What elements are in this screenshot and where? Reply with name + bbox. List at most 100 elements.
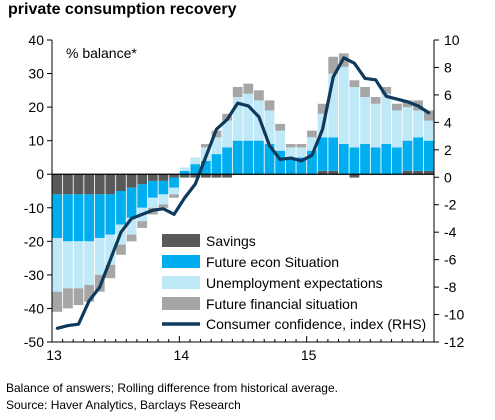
- bar-unemployment-expectations-26: [328, 73, 339, 138]
- bar-unemployment-expectations-28: [349, 86, 360, 148]
- bar-unemployment-expectations-3: [84, 241, 95, 285]
- bar-unemployment-expectations-34: [413, 110, 423, 138]
- bar-future-econ-situation-4: [94, 194, 105, 238]
- right-tick-label: -6: [444, 252, 457, 268]
- bar-future-financial-situation-1: [63, 288, 73, 309]
- bar-future-financial-situation-8: [137, 221, 148, 228]
- bar-future-econ-situation-29: [360, 144, 370, 175]
- bar-savings-28: [349, 174, 360, 178]
- bar-savings-16: [222, 174, 232, 178]
- bar-future-econ-situation-32: [391, 147, 402, 175]
- bar-savings-14: [200, 174, 211, 178]
- right-tick-label: -4: [444, 224, 457, 240]
- right-tick-label: 4: [444, 114, 452, 130]
- bar-savings-26: [328, 170, 339, 175]
- bar-unemployment-expectations-15: [211, 137, 222, 155]
- bar-unemployment-expectations-32: [391, 110, 402, 148]
- bar-future-econ-situation-31: [381, 144, 392, 175]
- bar-savings-34: [413, 170, 423, 175]
- x-tick-label: 15: [301, 347, 317, 363]
- bar-unemployment-expectations-23: [296, 147, 307, 158]
- bar-future-econ-situation-6: [116, 191, 126, 225]
- right-tick-label: -10: [444, 307, 464, 323]
- source-note: Source: Haver Analytics, Barclays Resear…: [6, 398, 241, 412]
- legend-swatch-future-financial-situation: [162, 297, 200, 310]
- bar-future-econ-situation-13: [190, 164, 201, 175]
- legend-label-consumer-confidence: Consumer confidence, index (RHS): [206, 316, 426, 332]
- left-tick-label: 0: [36, 166, 44, 182]
- bar-future-econ-situation-28: [349, 147, 360, 175]
- bar-future-econ-situation-16: [222, 147, 232, 175]
- right-tick-label: -8: [444, 279, 457, 295]
- bar-future-econ-situation-14: [200, 160, 211, 175]
- bar-future-econ-situation-10: [158, 180, 169, 195]
- bar-unemployment-expectations-2: [73, 241, 84, 289]
- legend: Savings Future econ Situation Unemployment…: [162, 233, 426, 332]
- left-tick-label: -10: [24, 200, 44, 216]
- legend-label-future-econ-situation: Future econ Situation: [206, 254, 339, 270]
- bar-savings-33: [402, 170, 413, 175]
- bar-future-econ-situation-22: [285, 157, 296, 175]
- bar-unemployment-expectations-17: [232, 97, 243, 141]
- bar-future-financial-situation-7: [126, 234, 137, 242]
- legend-swatch-savings: [162, 234, 200, 247]
- bar-future-financial-situation-14: [200, 144, 211, 148]
- left-tick-label: 20: [28, 99, 44, 115]
- bar-unemployment-expectations-5: [105, 234, 116, 265]
- bar-savings-12: [179, 174, 190, 178]
- bar-unemployment-expectations-13: [190, 157, 201, 165]
- bar-unemployment-expectations-10: [158, 194, 169, 205]
- legend-swatch-unemployment-expectations: [162, 276, 200, 289]
- bar-future-financial-situation-11: [169, 194, 179, 198]
- bar-future-econ-situation-7: [126, 187, 137, 218]
- bar-savings-15: [211, 174, 222, 178]
- legend-label-unemployment-expectations: Unemployment expectations: [206, 275, 383, 291]
- bar-savings-6: [116, 174, 126, 191]
- bar-future-financial-situation-32: [391, 103, 402, 111]
- bar-unemployment-expectations-4: [94, 237, 105, 275]
- bar-future-econ-situation-19: [254, 140, 264, 175]
- bar-future-econ-situation-27: [338, 144, 349, 175]
- bar-savings-35: [423, 170, 434, 175]
- bar-future-econ-situation-18: [243, 140, 254, 175]
- bar-unemployment-expectations-1: [63, 241, 73, 289]
- bar-future-econ-situation-35: [423, 140, 434, 171]
- bar-future-econ-situation-21: [275, 150, 286, 175]
- bar-future-financial-situation-3: [84, 284, 95, 302]
- bar-future-econ-situation-15: [211, 154, 222, 175]
- bar-unemployment-expectations-20: [264, 110, 275, 145]
- bar-future-econ-situation-11: [169, 177, 179, 188]
- bar-savings-7: [126, 174, 137, 188]
- bar-unemployment-expectations-11: [169, 187, 179, 195]
- bar-unemployment-expectations-31: [381, 93, 392, 145]
- bar-future-financial-situation-25: [317, 103, 328, 114]
- confidence-line-layer: [55, 56, 431, 330]
- bar-future-econ-situation-33: [402, 140, 413, 171]
- bar-future-financial-situation-35: [423, 110, 434, 121]
- right-tick-label: 8: [444, 59, 452, 75]
- bar-future-financial-situation-17: [232, 86, 243, 98]
- bar-future-econ-situation-34: [413, 137, 423, 171]
- bar-unemployment-expectations-30: [370, 103, 381, 148]
- left-tick-label: -30: [24, 267, 44, 283]
- left-tick-label: -20: [24, 233, 44, 249]
- bar-unemployment-expectations-22: [285, 147, 296, 158]
- bar-future-financial-situation-20: [264, 100, 275, 111]
- left-tick-label: -40: [24, 300, 44, 316]
- bar-future-econ-situation-24: [307, 150, 317, 175]
- bar-savings-3: [84, 174, 95, 195]
- bar-future-econ-situation-8: [137, 184, 148, 208]
- bar-future-financial-situation-0: [52, 291, 63, 312]
- bar-savings-8: [137, 174, 148, 185]
- bar-future-financial-situation-23: [296, 144, 307, 148]
- right-tick-label: -12: [444, 334, 464, 350]
- y-axis-label: % balance*: [66, 45, 137, 61]
- bar-unemployment-expectations-27: [338, 66, 349, 145]
- bar-future-financial-situation-22: [285, 144, 296, 148]
- bar-unemployment-expectations-0: [52, 237, 63, 292]
- bar-unemployment-expectations-33: [402, 107, 413, 141]
- bar-future-financial-situation-31: [381, 86, 392, 94]
- right-tick-label: 0: [444, 169, 452, 185]
- bar-future-econ-situation-25: [317, 137, 328, 171]
